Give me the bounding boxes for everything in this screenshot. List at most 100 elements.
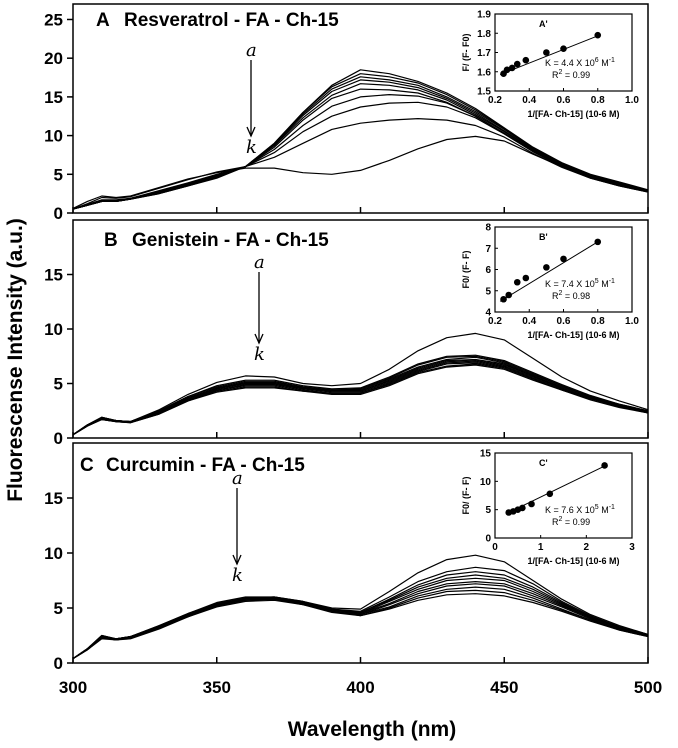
inset-x-tick-label: 2 (584, 542, 590, 553)
inset-y-tick-label: 5 (485, 286, 491, 297)
y-tick-label: 5 (54, 599, 63, 618)
inset-k-unit: M (599, 505, 609, 515)
inset-panel-label: B' (539, 232, 548, 242)
inset-data-point (505, 291, 512, 299)
panel-c-marker-bottom: k (232, 565, 243, 586)
inset-r2-number: = 0.99 (562, 517, 590, 527)
inset-r2-exponent: 2 (559, 290, 563, 297)
y-tick-label: 10 (44, 544, 63, 563)
inset-k-exponent: 5 (595, 504, 599, 511)
inset-data-point (528, 500, 535, 508)
panel-a-marker-top: a (246, 40, 257, 61)
inset-b: 4 5 6 7 8 0.2 0.4 0.6 0.8 1.0 B' K = 7.4 X 105 M-1R… (461, 223, 639, 341)
series-line-6 (72, 360, 649, 436)
inset-x-tick-label: 0.6 (557, 95, 571, 106)
inset-panel-label: A' (539, 19, 548, 29)
x-axis-label: Wavelength (nm) (288, 718, 456, 741)
inset-x-axis-label: 1/[FA- Ch-15] (10-6 M) (527, 330, 619, 340)
inset-data-point (543, 264, 550, 271)
arrow-head (232, 554, 242, 566)
y-tick-label: 5 (54, 165, 63, 184)
series-line-10 (72, 364, 649, 436)
series-line-6 (72, 581, 649, 660)
arrow-head (246, 126, 256, 138)
series-line-10 (72, 593, 649, 660)
inset-x-tick-label: 1 (538, 542, 544, 553)
inset-y-tick-label: 5 (485, 505, 491, 516)
inset-x-tick-label: 0.4 (522, 95, 536, 106)
inset-data-point (546, 490, 554, 498)
inset-r2-exponent: 2 (559, 69, 563, 76)
inset-y-axis-label: F/ (F- F0) (461, 34, 471, 72)
inset-x-tick-label: 0.2 (488, 95, 502, 106)
series-line-8 (72, 586, 649, 660)
panel-c-title: Curcumin - FA - Ch-15 (106, 455, 305, 476)
panel-b-letter: B (104, 230, 118, 251)
panel-c-marker-top: a (232, 468, 243, 489)
inset-x-tick-label: 0.6 (557, 316, 571, 327)
y-tick-label: 25 (44, 10, 63, 29)
inset-x-tick-label: 3 (629, 542, 635, 553)
inset-data-point (503, 66, 511, 74)
x-tick-label: 500 (634, 678, 662, 697)
series-line-5 (72, 577, 649, 660)
panel-c-letter: C (80, 455, 94, 476)
y-tick-label: 15 (44, 88, 63, 107)
inset-k-value: K = 4.4 X 106 M-1 (545, 57, 615, 68)
inset-x-tick-label: 1.0 (625, 316, 639, 327)
y-axis-label: Fluorescense Intensity (a.u.) (4, 218, 27, 502)
inset-data-point (543, 49, 550, 56)
inset-k-value: K = 7.6 X 105 M-1 (545, 504, 615, 515)
inset-y-tick-label: 4 (485, 308, 491, 319)
series-line-3 (72, 355, 649, 436)
inset-y-tick-label: 6 (485, 265, 491, 276)
y-tick-label: 0 (54, 204, 63, 223)
inset-y-tick-label: 7 (485, 244, 491, 255)
series-line-8 (72, 362, 649, 436)
inset-data-point (500, 295, 507, 303)
series-line-9 (72, 589, 649, 660)
inset-data-point (560, 45, 567, 52)
inset-frame (494, 13, 633, 92)
inset-data-point (519, 504, 526, 512)
inset-x-tick-label: 0.4 (522, 316, 536, 327)
inset-k-unit-exponent: -1 (609, 278, 615, 285)
inset-r2-value: R2 = 0.99 (552, 516, 590, 527)
inset-x-tick-label: 0.2 (488, 316, 502, 327)
inset-r2-value: R2 = 0.98 (552, 290, 590, 301)
inset-data-point (560, 255, 567, 263)
inset-data-point (594, 31, 602, 39)
inset-frame (494, 226, 633, 313)
panel-a-letter: A (96, 10, 110, 31)
inset-x-tick-label: 0.8 (591, 316, 605, 327)
y-tick-label: 10 (44, 127, 63, 146)
inset-data-point (522, 56, 530, 64)
panel-a: A Resveratrol - FA - Ch-15 a k 0 5 10 15 20 2… (44, 3, 649, 223)
inset-c: 0 5 10 15 0 1 2 3 C' K = 7.6 X 105 M-1R2 = 0.99 F0… (461, 449, 635, 567)
y-tick-label: 0 (54, 429, 63, 448)
inset-frame (494, 452, 633, 539)
y-tick-label: 5 (54, 375, 63, 394)
panel-b-marker-top: a (254, 252, 265, 273)
inset-k-exponent: 6 (595, 57, 599, 64)
series-line-5 (72, 358, 649, 436)
arrow-head (254, 333, 264, 345)
x-tick-label: 400 (346, 678, 374, 697)
inset-y-tick-label: 10 (480, 477, 492, 488)
x-tick-label: 300 (59, 678, 87, 697)
inset-y-tick-label: 1.6 (477, 67, 491, 78)
inset-k-unit: M (599, 58, 609, 68)
inset-x-tick-label: 1.0 (625, 95, 639, 106)
inset-y-tick-label: 15 (480, 449, 492, 460)
inset-panel-label: C' (539, 458, 548, 468)
y-tick-label: 15 (44, 266, 63, 285)
inset-x-axis-label: 1/[FA- Ch-15] (10-6 M) (527, 109, 619, 119)
inset-k-unit: M (599, 279, 609, 289)
series-line-10 (72, 135, 649, 209)
inset-y-tick-label: 8 (485, 223, 491, 234)
inset-y-axis-label: F0/ (F- F) (461, 477, 471, 515)
inset-y-tick-label: 0 (485, 534, 491, 545)
panel-a-title: Resveratrol - FA - Ch-15 (124, 10, 339, 31)
